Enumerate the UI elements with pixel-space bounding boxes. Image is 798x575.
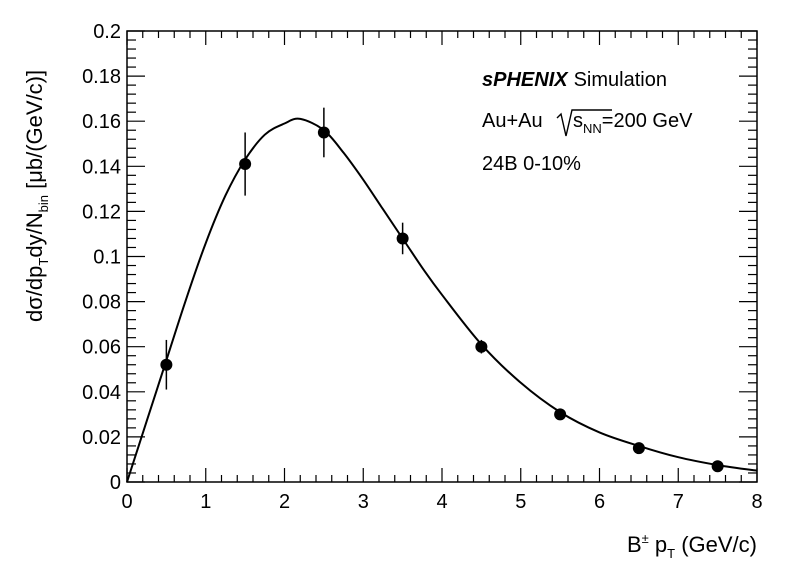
data-point <box>711 460 724 473</box>
y-tick-label: 0.08 <box>82 292 121 314</box>
data-point <box>317 126 330 139</box>
data-point <box>632 442 645 455</box>
data-point <box>396 232 409 245</box>
x-axis-title: B± pT (GeV/c) <box>627 531 757 561</box>
x-tick-label: 2 <box>279 491 290 513</box>
y-tick-label: 0 <box>110 472 121 494</box>
x-tick-label: 1 <box>200 491 211 513</box>
data-point <box>239 158 252 171</box>
sqrt-sign-icon <box>556 109 612 137</box>
y-tick-label: 0.02 <box>82 427 121 449</box>
legend-brand: sPHENIX Simulation <box>482 69 667 91</box>
y-tick-label: 0.12 <box>82 201 121 223</box>
y-axis-tick-labels: 0 0.02 0.04 0.06 0.08 0.1 0.12 0.14 0.16 0.18 0.2 <box>82 21 121 494</box>
fit-curve <box>126 117 758 483</box>
y-tick-label: 0.04 <box>82 382 121 404</box>
legend-box: sPHENIX Simulation Au+Au sNN=200 GeV 24B … <box>482 69 693 175</box>
x-tick-label: 8 <box>751 491 762 513</box>
y-tick-label: 0.06 <box>82 337 121 359</box>
legend-sample: 24B 0-10% <box>482 153 581 175</box>
x-axis-tick-labels: 0 1 2 3 4 5 6 7 8 <box>121 491 762 513</box>
legend-system: Au+Au <box>482 110 543 132</box>
y-tick-label: 0.18 <box>82 66 121 88</box>
y-tick-label: 0.14 <box>82 156 121 178</box>
x-tick-label: 3 <box>358 491 369 513</box>
data-point <box>475 340 488 353</box>
x-tick-label: 0 <box>121 491 132 513</box>
data-point <box>554 408 567 421</box>
x-tick-label: 7 <box>673 491 684 513</box>
y-axis-title: dσ/dpTdy/Nbin [μb/(GeV/c)] <box>22 70 51 322</box>
x-axis-ticks <box>126 31 758 482</box>
data-point <box>160 358 173 371</box>
x-tick-label: 6 <box>594 491 605 513</box>
x-tick-label: 4 <box>436 491 447 513</box>
y-tick-label: 0.2 <box>93 21 121 43</box>
y-axis-ticks <box>127 30 757 483</box>
y-tick-label: 0.1 <box>93 247 121 269</box>
x-tick-label: 5 <box>515 491 526 513</box>
plot-frame <box>126 30 758 483</box>
data-points <box>160 107 724 473</box>
y-tick-label: 0.16 <box>82 111 121 133</box>
legend-energy: sNN=200 GeV <box>573 110 693 136</box>
